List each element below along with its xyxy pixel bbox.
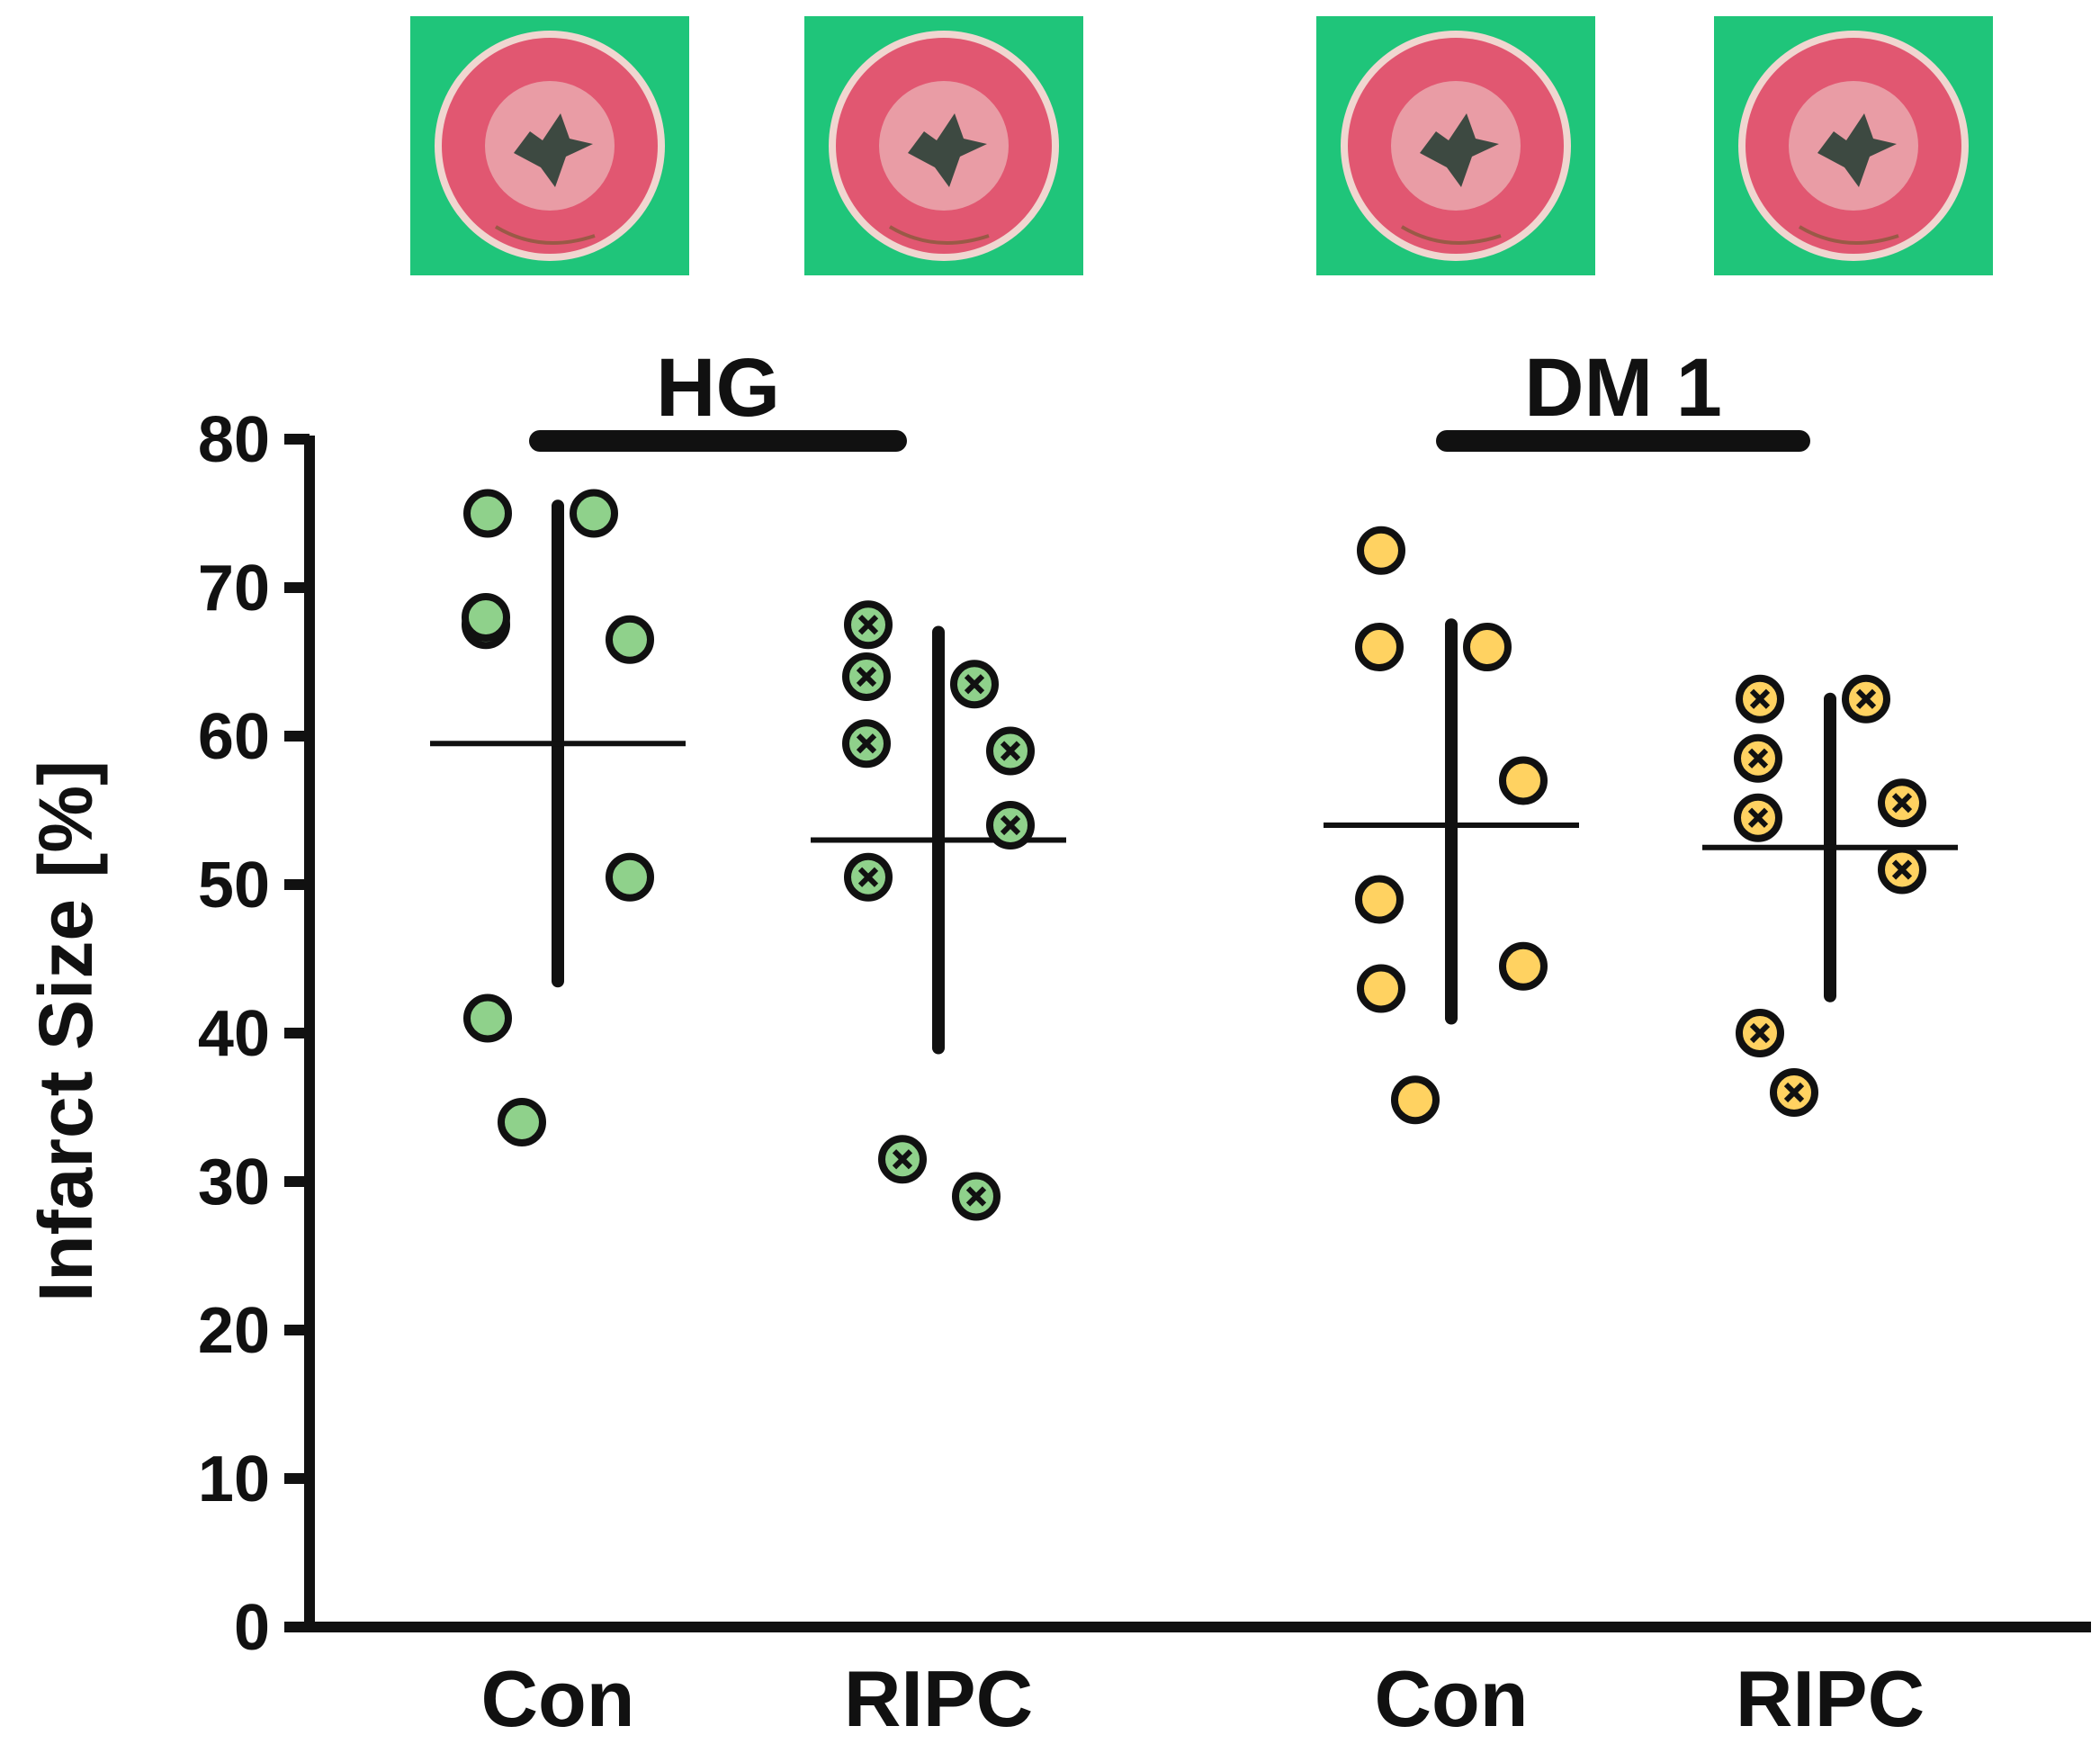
data-point (1355, 623, 1404, 671)
data-point (570, 489, 618, 538)
data-point (1463, 623, 1512, 671)
data-point (606, 615, 654, 664)
series-2 (1324, 526, 1579, 1125)
y-tick-label: 10 (198, 1443, 270, 1515)
data-point (463, 993, 512, 1043)
heart-slice-photo (1316, 16, 1595, 275)
y-tick-label: 60 (198, 701, 270, 773)
data-point (842, 652, 891, 701)
data-point (986, 726, 1035, 776)
y-tick-label: 50 (198, 850, 270, 921)
category-label: RIPC (1736, 1654, 1925, 1743)
data-point (1770, 1068, 1818, 1117)
data-point (986, 801, 1035, 850)
group-label: HG (656, 342, 780, 434)
data-point (1499, 941, 1548, 991)
data-point (606, 852, 654, 902)
heart-slice-photo (804, 16, 1083, 275)
category-label: RIPC (844, 1654, 1033, 1743)
heart-slice-photo (1714, 16, 1993, 275)
data-point (1357, 526, 1405, 575)
series-0 (430, 489, 686, 1146)
data-point (1499, 756, 1548, 805)
y-tick-label: 70 (198, 553, 270, 625)
series-layer (430, 489, 1958, 1221)
heart-slice-photos (410, 16, 1993, 275)
y-ticks: 0 10 20 30 40 50 60 70 80 (198, 404, 310, 1664)
group-labels: HG DM 1 (529, 342, 1810, 452)
data-point (1357, 964, 1405, 1013)
data-point (1391, 1075, 1440, 1125)
data-point (1878, 778, 1926, 828)
data-point (1736, 1009, 1784, 1057)
data-point (844, 852, 893, 902)
data-point (842, 719, 891, 769)
data-point (1734, 793, 1782, 842)
series-3 (1702, 674, 1958, 1117)
axes (304, 436, 2091, 1632)
category-label: Con (1374, 1654, 1528, 1743)
data-point (1736, 674, 1784, 724)
y-tick-label: 40 (198, 998, 270, 1070)
series-1 (811, 600, 1066, 1221)
data-point (498, 1098, 546, 1146)
category-label: Con (480, 1654, 634, 1743)
data-point (1878, 845, 1926, 894)
y-axis-title: Infarct Size [%] (23, 760, 108, 1302)
data-point (463, 489, 512, 538)
y-tick-label: 30 (198, 1146, 270, 1218)
data-point (462, 593, 510, 642)
data-point (950, 660, 999, 709)
y-tick-label: 20 (198, 1295, 270, 1367)
category-labels: Con RIPC Con RIPC (480, 1654, 1925, 1743)
data-point (878, 1135, 927, 1184)
data-point (844, 600, 893, 650)
data-point (1734, 733, 1782, 783)
data-point (952, 1172, 1001, 1221)
data-point (1842, 674, 1890, 724)
y-tick-label: 80 (198, 404, 270, 476)
heart-slice-photo (410, 16, 689, 275)
group-label: DM 1 (1524, 342, 1722, 434)
y-tick-label: 0 (234, 1592, 270, 1664)
data-point (1355, 875, 1404, 924)
